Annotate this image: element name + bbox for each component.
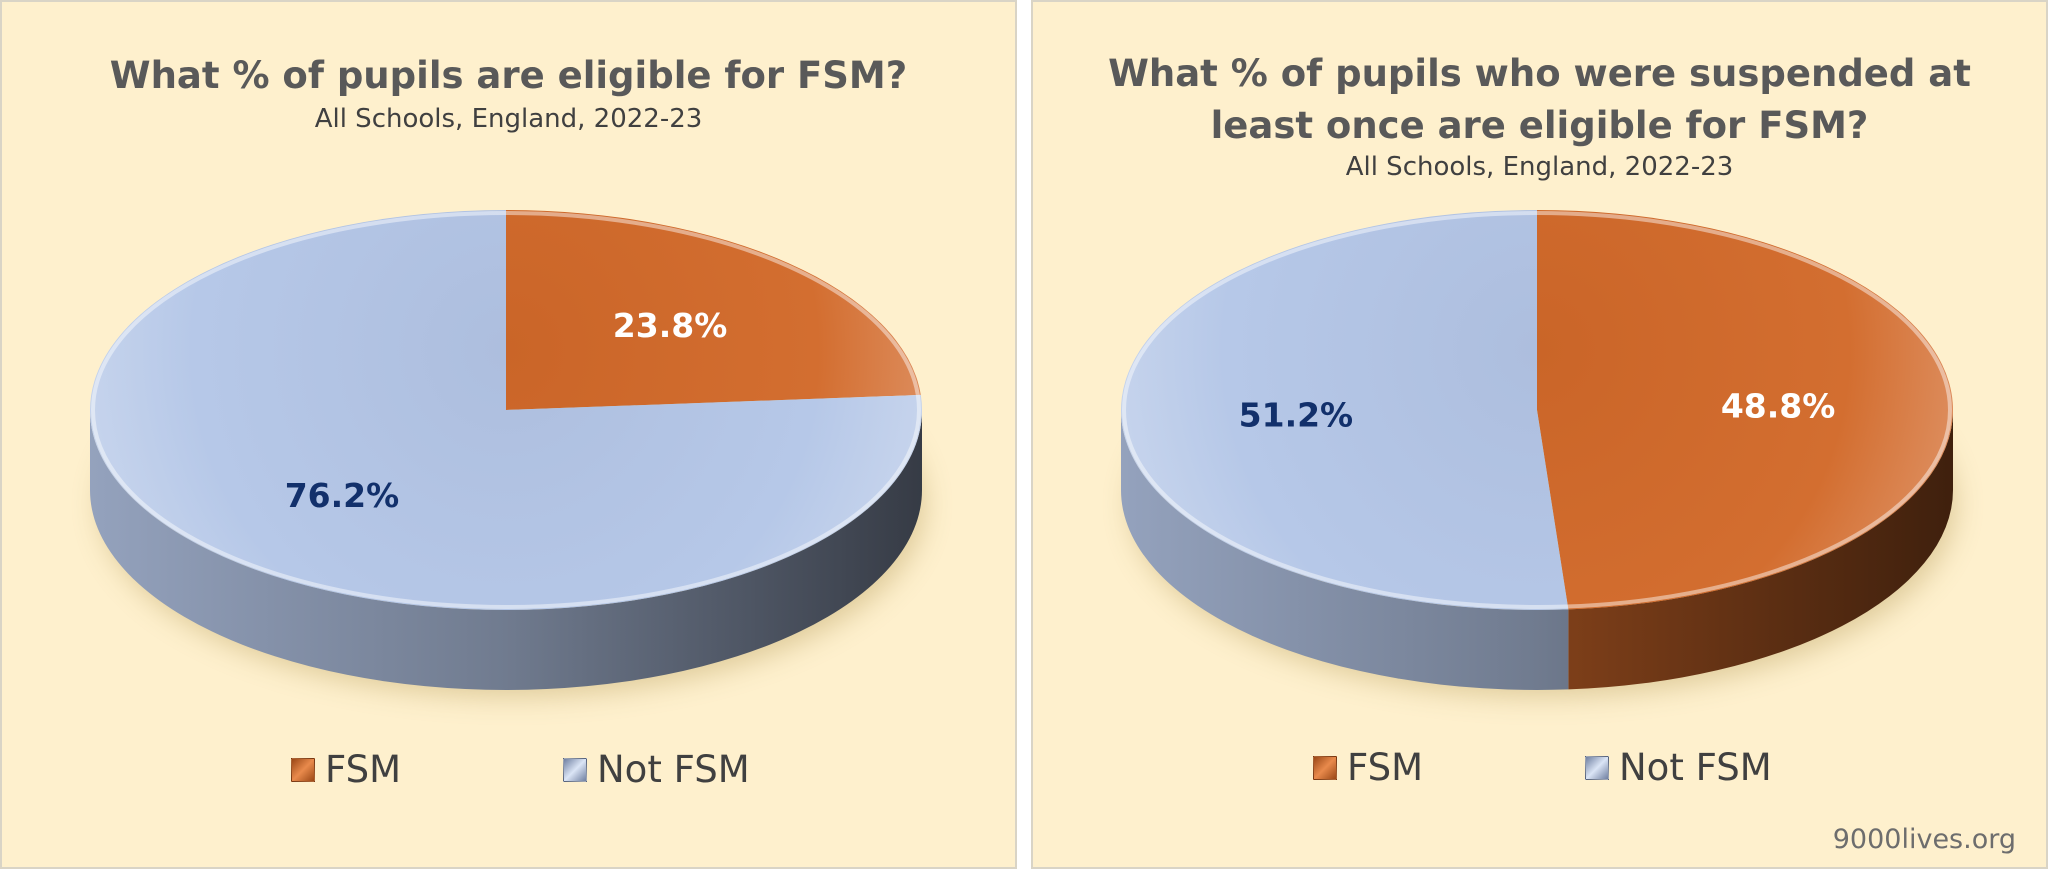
pie-slice-not-fsm bbox=[1120, 210, 1569, 610]
legend-label-fsm: FSM bbox=[325, 748, 402, 791]
pie-chart: 23.8% 76.2% bbox=[90, 210, 924, 696]
chart-subtitle: All Schools, England, 2022-23 bbox=[314, 104, 703, 134]
pie-slice-side-fsm bbox=[1568, 410, 1953, 690]
chart-title: What % of pupils who were suspended at l… bbox=[1033, 48, 2046, 152]
chart-subtitle: All Schools, England, 2022-23 bbox=[1345, 152, 1734, 182]
chart-legend: FSM Not FSM bbox=[1033, 746, 2046, 796]
chart-title-line: What % of pupils are eligible for FSM? bbox=[109, 54, 908, 97]
chart-legend: FSM Not FSM bbox=[2, 748, 1015, 798]
chart-title: What % of pupils are eligible for FSM? bbox=[2, 50, 1015, 102]
chart-panel-fsm-all-pupils: What % of pupils are eligible for FSM? A… bbox=[0, 0, 1017, 869]
legend-swatch-fsm bbox=[1313, 755, 1337, 780]
data-label-fsm: 23.8% bbox=[613, 306, 728, 345]
pie-slice-fsm bbox=[1537, 210, 1953, 610]
pie-slice-side-not-fsm bbox=[90, 410, 922, 690]
legend-item-fsm: FSM bbox=[1313, 746, 1423, 789]
chart-title-line-1: What % of pupils who were suspended at bbox=[1108, 52, 1971, 95]
pie-rim-highlight bbox=[1122, 211, 1952, 609]
legend-label-not-fsm: Not FSM bbox=[1619, 746, 1772, 789]
pie-chart: 48.8% 51.2% bbox=[1120, 210, 1955, 696]
data-label-not-fsm: 76.2% bbox=[285, 476, 400, 515]
pie-slice-fsm bbox=[506, 210, 921, 410]
source-footer: 9000lives.org bbox=[1832, 824, 2016, 855]
legend-swatch-not-fsm bbox=[1585, 755, 1609, 780]
legend-swatch-not-fsm bbox=[563, 757, 587, 782]
data-label-fsm: 48.8% bbox=[1721, 387, 1836, 426]
legend-label-not-fsm: Not FSM bbox=[597, 748, 750, 791]
pie-rim-highlight bbox=[91, 211, 921, 609]
legend-swatch-fsm bbox=[291, 757, 315, 782]
chart-panel-fsm-suspended-pupils: What % of pupils who were suspended at l… bbox=[1031, 0, 2048, 869]
chart-title-line-2: least once are eligible for FSM? bbox=[1210, 104, 1869, 147]
data-label-not-fsm: 51.2% bbox=[1239, 395, 1354, 434]
legend-item-fsm: FSM bbox=[291, 748, 401, 791]
legend-item-not-fsm: Not FSM bbox=[563, 748, 750, 791]
legend-label-fsm: FSM bbox=[1347, 746, 1424, 789]
pie-slice-side-not-fsm bbox=[1121, 410, 1569, 690]
pie-slice-not-fsm bbox=[90, 210, 923, 610]
legend-item-not-fsm: Not FSM bbox=[1585, 746, 1772, 789]
